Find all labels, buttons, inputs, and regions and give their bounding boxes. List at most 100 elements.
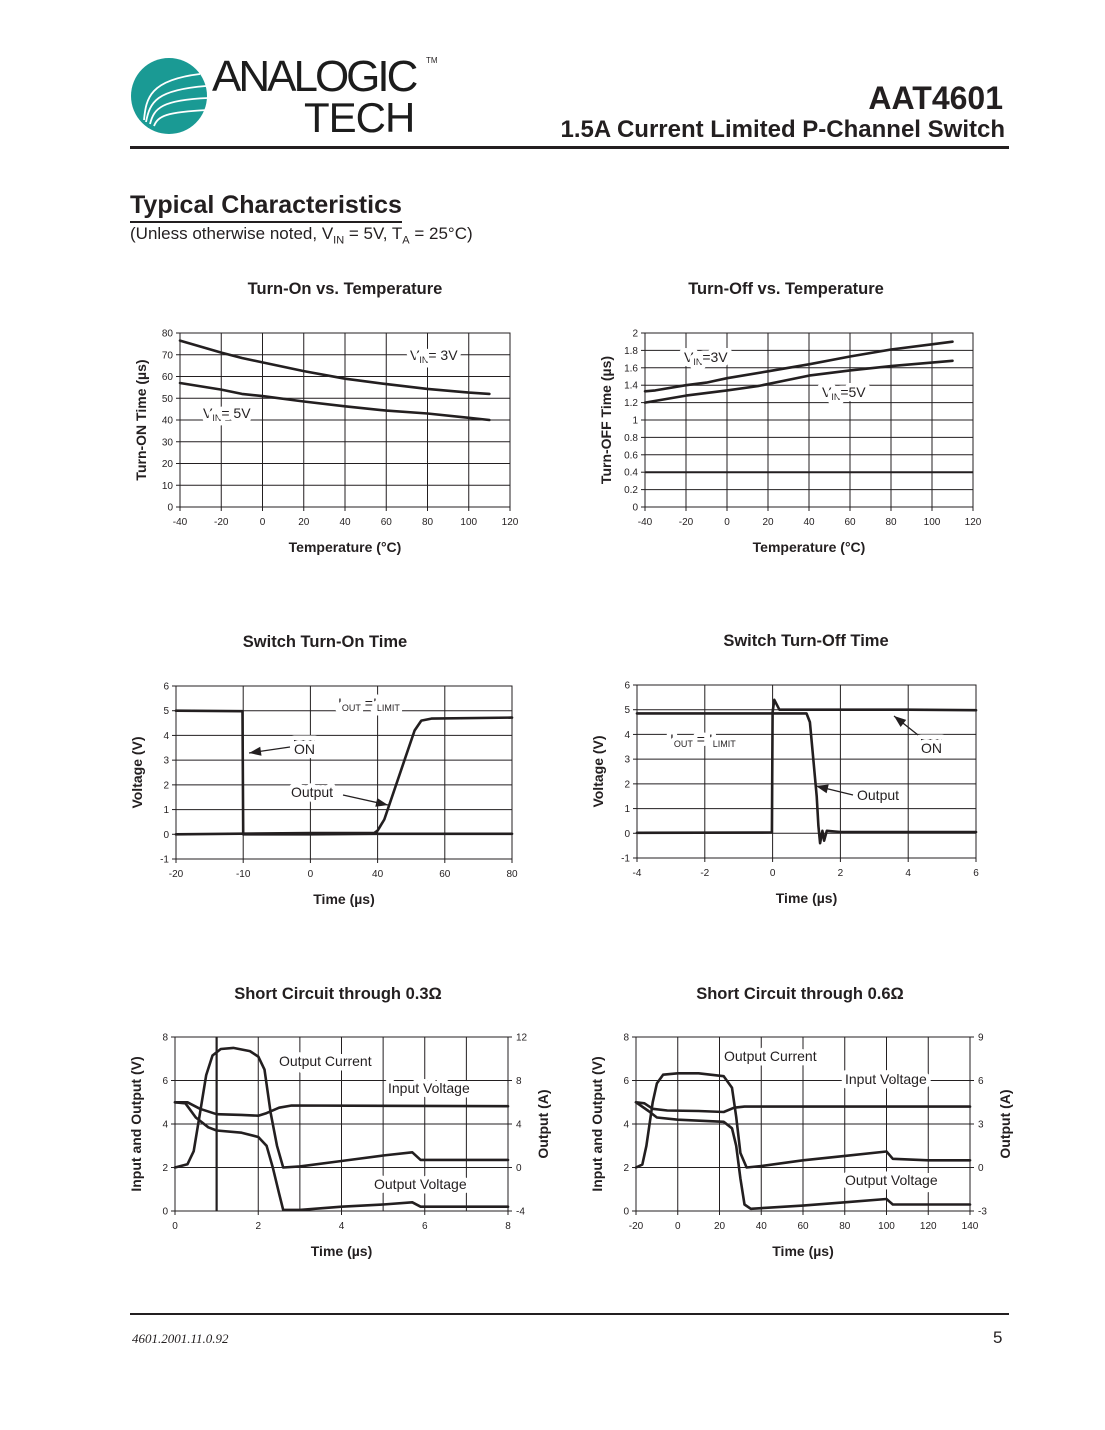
x-tick-label: 100 [460,517,477,528]
logo-text: ANALOGIC [212,52,418,101]
x-tick-label: 20 [298,517,310,528]
y-tick-label: 8 [162,1033,168,1044]
y-tick-label: 0 [163,830,169,841]
text-part: Input Voltage [388,1080,470,1096]
y-tick-label: 6 [162,1076,168,1087]
section-title: Typical Characteristics [130,191,402,223]
y-tick-label: 0.4 [624,468,638,479]
text-part: A [402,234,410,247]
y-tick-label: 1 [632,416,638,427]
x-tick-label: 100 [878,1221,895,1232]
x-tick-label: 4 [339,1221,345,1232]
x-axis-label: Time (µs) [776,890,838,906]
x-tick-label: 6 [422,1221,428,1232]
y-tick-label: 40 [162,416,174,427]
series-line [178,381,491,422]
y-right-tick-label: 0 [516,1163,522,1174]
x-tick-label: 40 [372,869,384,880]
y-tick-label: 0.2 [624,485,638,496]
y-tick-label: 1 [163,805,169,816]
x-tick-label: 40 [803,517,815,528]
page-number: 5 [993,1328,1003,1347]
x-tick-label: 60 [439,869,451,880]
x-tick-label: -40 [638,517,653,528]
x-tick-label: 120 [965,517,982,528]
x-tick-label: 120 [920,1221,937,1232]
series-annotation: VIN= 3V [410,347,458,365]
header-divider [130,146,1009,149]
x-tick-label: 2 [838,868,844,879]
chart-2: Turn-Off vs. Temperature-40 -20 0 20 40 60 80 1… [598,280,982,555]
x-tick-label: 0 [308,869,314,880]
y-tick-label: 2 [623,1163,629,1174]
x-tick-label: 0 [724,517,730,528]
x-tick-label: 2 [255,1221,261,1232]
y-tick-label: 0 [623,1207,629,1218]
y-tick-label: 1 [624,804,630,815]
part-number: AAT4601 [868,80,1003,116]
x-tick-label: 0 [172,1221,178,1232]
arrowhead-icon [249,746,262,756]
series-annotation: Output Voltage [374,1176,467,1192]
x-tick-label: 0 [770,868,776,879]
x-tick-label: 120 [502,517,519,528]
text-part: Output [857,787,899,803]
y-tick-label: 1.2 [624,398,638,409]
text-part: Output Voltage [374,1176,467,1192]
y-tick-label: 0.6 [624,450,638,461]
y-axis-label: Input and Output (V) [128,1056,144,1191]
text-part: IN [693,357,702,367]
x-tick-label: 60 [381,517,393,528]
y-axis-label: Turn-OFF Time (µs) [598,356,614,484]
y-tick-label: 1.4 [624,381,638,392]
text-part: IN [831,392,840,402]
y-tick-label: 30 [162,437,174,448]
section-subtitle: (Unless otherwise noted, VIN = 5V, TA = … [130,224,473,246]
arrowhead-icon [375,798,388,807]
series-line [178,339,491,396]
text-part: IN [419,355,428,365]
arrowhead-icon [816,784,829,794]
text-part: OUT [342,703,362,713]
series-annotation: Output [291,784,333,800]
y-right-tick-label: 12 [516,1033,528,1044]
x-tick-label: 4 [905,868,911,879]
y-tick-label: 4 [624,730,630,741]
series-annotation: Output Current [724,1048,817,1064]
y-tick-label: 6 [624,681,630,692]
arrowhead-icon [894,716,907,727]
x-tick-label: 80 [506,869,518,880]
text-part: = 3V [428,347,458,363]
text-part: IN [212,413,221,423]
part-description: 1.5A Current Limited P-Channel Switch [560,116,1005,143]
y-tick-label: 4 [162,1120,168,1131]
y-tick-label: 1.6 [624,363,638,374]
x-tick-label: 8 [505,1221,511,1232]
y-right-tick-label: 4 [516,1120,522,1131]
x-tick-label: 40 [756,1221,768,1232]
y-right-axis-label: Output (A) [997,1089,1013,1158]
y-right-tick-label: -3 [978,1207,987,1218]
y-tick-label: 0 [632,503,638,514]
chart-title: Turn-On vs. Temperature [248,280,443,298]
text-part: (Unless otherwise noted, V [130,224,334,243]
y-tick-label: 3 [163,756,169,767]
chart-4: Switch Turn-Off Time -4 -2 0 2 4 6 -1 0 1 2 3 4 5 6 Tim… [590,632,979,906]
series-annotation: Output [857,787,899,803]
text-part: Output [291,784,333,800]
x-tick-label: 20 [714,1221,726,1232]
series-line [635,698,978,835]
series-line [173,1046,510,1169]
y-tick-label: 6 [623,1076,629,1087]
x-tick-label: 80 [839,1221,851,1232]
x-tick-label: -20 [169,869,184,880]
trademark: TM [426,56,438,65]
series-annotation: ON [294,741,315,757]
series-annotation: VIN=3V [684,349,728,367]
y-tick-label: 50 [162,394,174,405]
chart-title: Short Circuit through 0.3Ω [234,985,442,1003]
chart-5: Short Circuit through 0.3Ω 0 2 4 6 8 0 2 4 6 8 -4 0 4… [128,985,551,1259]
y-right-tick-label: 8 [516,1076,522,1087]
y-tick-label: 60 [162,372,174,383]
